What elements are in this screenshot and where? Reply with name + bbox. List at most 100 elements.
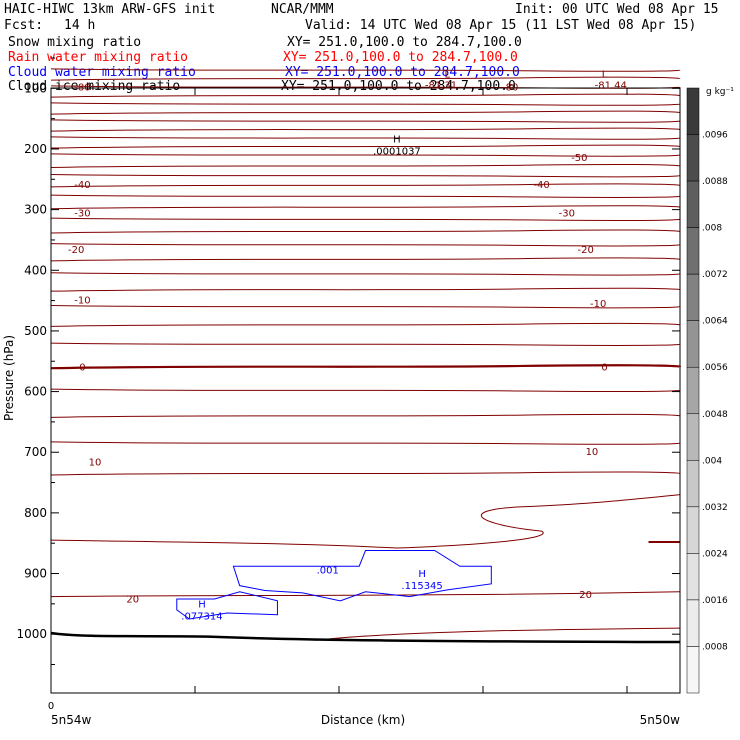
forecast-label: Fcst:	[4, 18, 44, 33]
y-tick-label: 1000	[16, 627, 47, 641]
colorbar-tick-label: .0072	[702, 270, 728, 280]
isotherm-label: 20	[579, 590, 592, 601]
colorbar-tick-label: .004	[702, 456, 722, 466]
isotherm-label: -20	[68, 245, 84, 256]
isotherm-line	[50, 153, 681, 157]
isotherm-label: 10	[89, 457, 102, 468]
colorbar-tick-label: .0056	[702, 363, 728, 373]
colorbar-tick-label: .0064	[702, 317, 728, 327]
y-tick-label: 500	[24, 324, 47, 338]
colorbar: .0096 .0088 .008 .0072 .0064 .0056 .0048 .004 .0…	[686, 87, 728, 694]
isotherm-line	[50, 364, 682, 370]
colorbar-swatch	[686, 506, 700, 554]
isotherm-line	[50, 342, 681, 346]
field-cloudwater-xy: XY= 251.0,100.0 to 284.7,100.0	[285, 65, 520, 80]
isotherm-label: -30	[559, 209, 575, 220]
isotherm-line	[50, 93, 681, 98]
isotherm-line	[50, 322, 681, 327]
chart-title: HAIC-HIWC 13km ARW-GFS init	[4, 2, 216, 17]
y-tick-label: 200	[24, 142, 47, 156]
isotherm-line	[50, 494, 681, 549]
isotherm-line	[50, 183, 681, 188]
isotherm-line	[50, 304, 681, 309]
isotherm-line	[50, 110, 681, 115]
colorbar-swatch	[686, 646, 700, 694]
cloud-water-max-symbol: H	[198, 600, 206, 611]
isotherm-label: -81.44	[595, 81, 627, 92]
valid-time: Valid: 14 UTC Wed 08 Apr 15 (11 LST Wed …	[305, 18, 697, 33]
colorbar-swatch	[686, 227, 700, 275]
isotherm-label: -10	[590, 299, 606, 310]
colorbar-swatch	[686, 553, 700, 601]
colorbar-swatch	[686, 180, 700, 228]
field-snow-xy: XY= 251.0,100.0 to 284.7,100.0	[287, 35, 522, 50]
extremum-symbol: H	[393, 134, 401, 145]
plot-frame	[50, 87, 681, 694]
cloud-water-label: .001	[317, 565, 339, 576]
org-label: NCAR/MMM	[271, 2, 334, 17]
contour-layer	[50, 68, 682, 644]
field-rain-name: Rain water mixing ratio	[8, 50, 189, 65]
colorbar-tick-label: .0088	[702, 177, 728, 187]
colorbar-swatch	[686, 273, 700, 321]
isotherm-line	[50, 287, 681, 292]
isotherm-line	[50, 119, 681, 123]
colorbar-tick-label: .0008	[702, 642, 728, 652]
isotherm-line	[50, 194, 681, 198]
colorbar-tick-label: .008	[702, 224, 722, 234]
contour-labels: -80 -80 -81.31 -81.44 -50 -40 -40 -30 -30 -20 -20 -…	[68, 69, 627, 622]
extremum-symbol: L	[602, 69, 608, 80]
isotherm-line	[50, 257, 681, 262]
extremum-symbol: L	[444, 69, 450, 80]
isotherm-label: -81.31	[425, 81, 457, 92]
y-tick-label: 600	[24, 385, 47, 399]
isotherm-line	[50, 144, 681, 149]
cloud-water-max-symbol: H	[418, 569, 426, 580]
colorbar-tick-label: .0048	[702, 410, 728, 420]
cloud-water-contour	[176, 591, 278, 620]
isotherm-line	[50, 173, 681, 178]
x-corner-right: 5n50w	[640, 713, 681, 727]
isotherm-line	[50, 388, 681, 393]
extremum-value: .0001037	[373, 146, 421, 157]
isotherm-line	[50, 229, 681, 234]
colorbar-swatch	[686, 366, 700, 415]
colorbar-tick-label: .0024	[702, 549, 728, 559]
isotherm-label: 0	[79, 363, 85, 374]
colorbar-tick-label: .0032	[702, 503, 728, 513]
isotherm-line	[50, 413, 681, 418]
isotherm-line	[50, 127, 681, 132]
y-axis-title: Pressure (hPa)	[2, 335, 16, 421]
isotherm-line	[50, 102, 681, 106]
colorbar-swatch	[686, 87, 700, 135]
isotherm-label: -80	[502, 83, 518, 94]
cloud-water-contour	[232, 549, 492, 602]
colorbar-swatch	[686, 599, 700, 647]
y-tick-label: 300	[24, 203, 47, 217]
isotherm-line	[50, 68, 681, 72]
init-time: Init: 00 UTC Wed 08 Apr 15	[515, 2, 719, 17]
colorbar-tick-label: .0096	[702, 131, 728, 141]
isotherm-label: -30	[74, 209, 90, 220]
isotherm-label: -40	[74, 180, 90, 191]
isotherm-label: 20	[126, 594, 139, 605]
isotherm-line	[50, 243, 681, 247]
isotherm-line	[50, 272, 681, 276]
x-corner-left: 5n54w	[51, 713, 92, 727]
isotherm-line	[50, 591, 681, 598]
isotherm-line	[50, 164, 681, 168]
field-rain-xy: XY= 251.0,100.0 to 284.7,100.0	[283, 50, 518, 65]
forecast-hours: 14 h	[64, 18, 96, 33]
isotherm-label: 10	[586, 447, 599, 458]
y-tick-label: 100	[24, 81, 47, 95]
cloud-water-max-value: .115345	[401, 581, 442, 592]
colorbar-swatch	[686, 134, 700, 182]
isotherm-label: -20	[577, 245, 593, 256]
isotherm-line	[50, 441, 681, 445]
isotherm-label: -80	[74, 83, 90, 94]
y-tick-label: 400	[24, 263, 47, 277]
field-snow-name: Snow mixing ratio	[8, 35, 142, 50]
y-tick-label: 900	[24, 567, 47, 581]
